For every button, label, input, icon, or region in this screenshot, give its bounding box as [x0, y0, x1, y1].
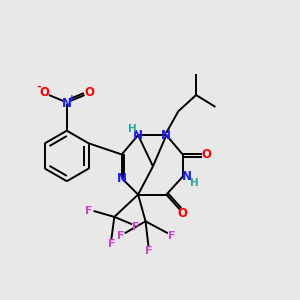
Text: N: N	[117, 172, 127, 185]
Text: -: -	[37, 82, 41, 92]
Text: O: O	[178, 207, 188, 220]
Text: H: H	[190, 178, 198, 188]
Text: O: O	[40, 85, 50, 98]
Text: N: N	[182, 170, 192, 183]
Text: H: H	[128, 124, 137, 134]
Text: N: N	[161, 129, 171, 142]
Text: +: +	[68, 94, 76, 103]
Text: O: O	[84, 85, 94, 98]
Text: F: F	[145, 246, 152, 256]
Text: F: F	[108, 238, 115, 249]
Text: N: N	[133, 129, 143, 142]
Text: F: F	[132, 222, 140, 232]
Text: N: N	[62, 98, 72, 110]
Text: O: O	[202, 148, 212, 161]
Text: F: F	[117, 231, 125, 241]
Text: F: F	[168, 231, 175, 241]
Text: F: F	[85, 206, 93, 216]
